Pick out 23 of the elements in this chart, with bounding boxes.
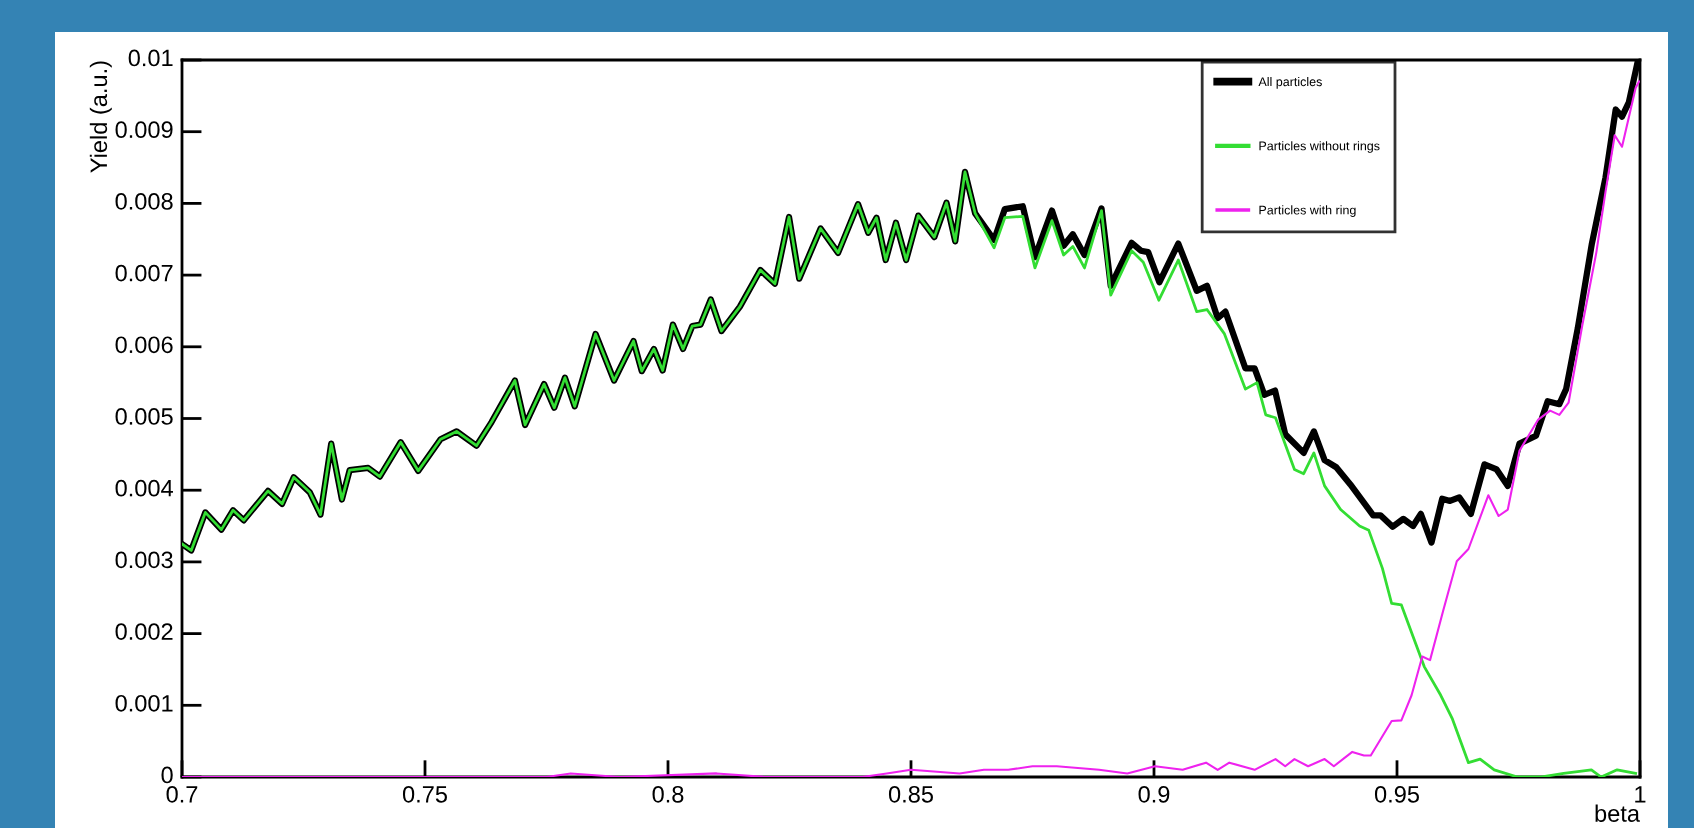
y-tick-label: 0.004 — [115, 479, 173, 497]
x-tick-label: 0.75 — [402, 785, 447, 803]
x-axis-title: beta — [1595, 804, 1640, 822]
y-tick-label: 0.002 — [115, 623, 173, 640]
x-tick-label: 0.85 — [888, 785, 933, 803]
y-tick-label: 0.007 — [115, 264, 173, 282]
legend-label: All particles — [1258, 77, 1322, 89]
x-tick-label: 0.95 — [1374, 785, 1419, 803]
legend-label: Particles without rings — [1259, 141, 1380, 153]
y-tick-label: 0.006 — [115, 336, 173, 354]
x-tick-label: 0.8 — [652, 785, 684, 803]
y-tick-label: 0.009 — [115, 121, 173, 139]
x-tick-label: 0.7 — [166, 785, 198, 803]
y-tick-label: 0.008 — [115, 193, 173, 210]
x-tick-label: 0.9 — [1138, 785, 1170, 803]
y-tick-label: 0.001 — [115, 694, 173, 712]
y-axis-title: Yield (a.u.) — [89, 61, 112, 173]
legend-label: Particles with ring — [1259, 205, 1356, 217]
y-tick-label: 0.003 — [115, 551, 173, 569]
y-tick-label: 0 — [161, 766, 173, 784]
y-tick-label: 0.005 — [115, 408, 173, 425]
y-tick-label: 0.01 — [128, 49, 173, 67]
x-tick-label: 1 — [1635, 786, 1646, 803]
